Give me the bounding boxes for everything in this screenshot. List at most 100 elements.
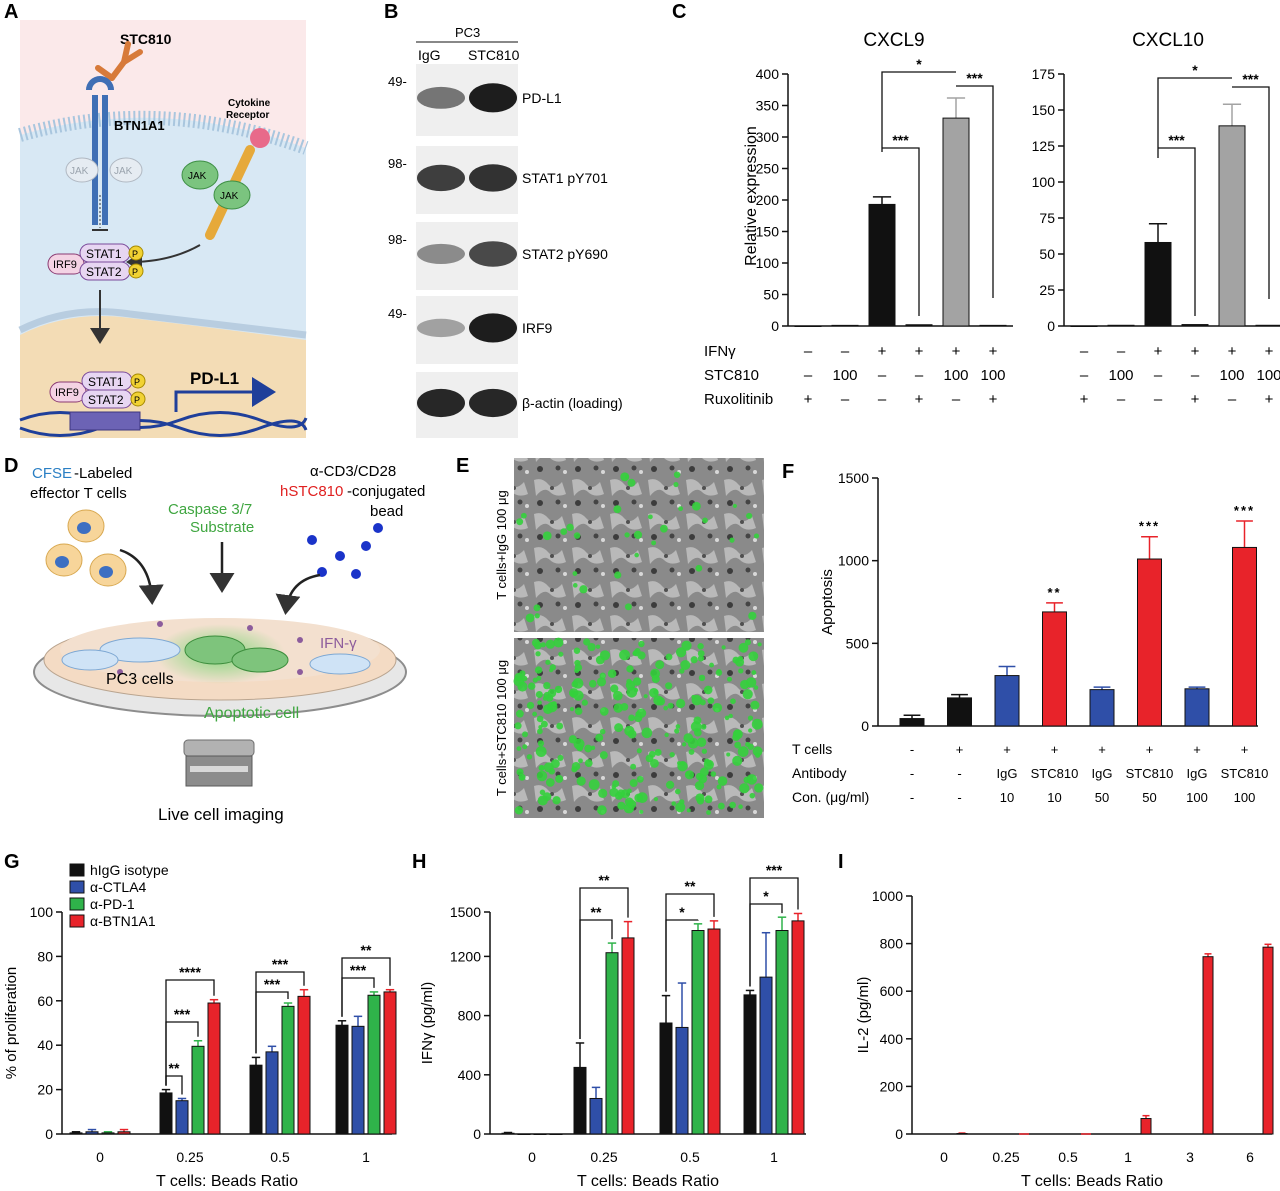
apoptotic-cell-signal	[636, 748, 642, 754]
x-tick-label: 1	[770, 1149, 778, 1165]
apoptotic-cell-signal	[698, 774, 708, 784]
nuclear-envelope	[18, 308, 307, 339]
arrow	[119, 548, 164, 605]
apoptotic-cell-signal	[595, 644, 601, 649]
x-tick-label: 0.5	[1058, 1149, 1078, 1165]
apoptotic-cell-signal	[612, 780, 620, 788]
bar	[775, 930, 789, 1135]
x-tick-label: 6	[1246, 1149, 1254, 1165]
x-axis-label: T cells: Beads Ratio	[577, 1173, 719, 1190]
stat-complex-nuclear: IRF9 STAT1 STAT2 P P	[49, 371, 146, 409]
apoptotic-cell-signal	[579, 585, 588, 594]
apoptotic-cell-signal	[638, 640, 645, 648]
y-tick-label: 400	[756, 66, 780, 82]
y-tick-label: 1000	[872, 888, 903, 904]
condition-value: IgG	[1187, 766, 1208, 781]
significance-label: ***	[966, 70, 983, 86]
cfse-label: CFSE	[32, 465, 72, 482]
condition-value: 100	[1186, 790, 1208, 805]
condition-value: 100	[1108, 367, 1133, 384]
stat2-label: STAT2	[86, 265, 122, 279]
condition-value: -	[957, 766, 961, 781]
y-tick-label: 1500	[838, 470, 869, 486]
significance-bracket	[579, 919, 613, 1039]
apoptotic-cell-signal	[569, 706, 575, 712]
apoptotic-cell-signal	[537, 795, 548, 806]
petri-dish-icon	[33, 618, 407, 717]
apoptotic-cell-signal	[746, 774, 758, 785]
y-tick-label: 150	[1032, 102, 1056, 118]
chart-proliferation: 0 20 40 60 80 100 % of proliferation 0 0.25 0.5 1 T…	[3, 862, 397, 1190]
apoptotic-cell-signal	[578, 758, 583, 764]
panel-label: C	[672, 1, 686, 23]
chart-ifng: 0 400 800 1200 1500 IFNγ (pg/ml) 0 0.25 0.5 1 T ce…	[419, 862, 806, 1190]
apoptotic-cell-signal	[520, 512, 527, 519]
bar	[533, 1133, 547, 1135]
y-tick-label: 500	[846, 635, 870, 651]
y-axis-label: % of proliferation	[3, 967, 20, 1080]
condition-value: 100	[980, 367, 1005, 384]
apoptotic-cell-signal	[721, 645, 726, 650]
apoptotic-cell-signal	[540, 720, 548, 728]
jak-icon	[213, 180, 251, 210]
apoptotic-cell-signal	[678, 506, 684, 512]
apoptotic-cell-signal	[641, 727, 653, 739]
antibody-icon	[95, 41, 143, 81]
ifng-label: IFN-γ	[320, 635, 357, 652]
y-axis-label: IFNγ (pg/ml)	[419, 982, 436, 1065]
bar	[675, 1026, 689, 1135]
receptor-label: BTN1A1	[114, 118, 165, 133]
condition-value: IgG	[1092, 766, 1113, 781]
jak-icon	[65, 157, 99, 183]
panel-label: B	[384, 1, 398, 23]
apoptotic-cell-signal	[702, 517, 708, 524]
apoptotic-cell-signal	[534, 613, 540, 619]
apoptotic-cell-signal	[597, 805, 607, 815]
apoptotic-cell-signal	[697, 650, 705, 657]
apoptotic-cell-signal	[675, 802, 686, 813]
condition-value: STC810	[1031, 766, 1079, 781]
apoptotic-cell-signal	[599, 728, 606, 735]
bar	[281, 1005, 295, 1135]
condition-value: +	[952, 343, 961, 360]
chart-title: CXCL9	[863, 30, 924, 51]
stat1-label: STAT1	[86, 247, 122, 261]
significance-label: ***	[1242, 71, 1259, 87]
apoptotic-cell-signal	[728, 713, 733, 719]
blot-band	[417, 243, 465, 265]
apoptotic-cell-signal	[691, 694, 696, 700]
apoptotic-cell-signal	[676, 698, 686, 709]
apoptotic-cell-signal	[614, 723, 624, 733]
apoptotic-cell-signal	[532, 711, 538, 717]
x-tick-label: 0	[528, 1149, 536, 1165]
y-tick-label: 60	[37, 993, 53, 1009]
apoptotic-cell-signal	[616, 789, 626, 798]
t-cell-icons	[45, 509, 127, 587]
apoptotic-cell-signal	[522, 731, 528, 738]
condition-table: T cells Antibody Con. (μg/ml) - + + + + + + + - - IgG…	[792, 741, 1268, 805]
condition-value: -	[957, 790, 961, 805]
apoptotic-cell-signal	[538, 724, 543, 730]
apoptotic-cell-signal	[536, 715, 544, 723]
apoptotic-cell-signal	[607, 669, 617, 678]
y-tick-label: 400	[880, 1031, 904, 1047]
bar	[1218, 125, 1246, 327]
apoptotic-cell-signal	[650, 668, 661, 679]
x-tick-label: 0.25	[176, 1149, 203, 1165]
apoptotic-cell-signal	[627, 729, 637, 739]
bar	[621, 937, 635, 1135]
apoptotic-cell-signal	[748, 728, 753, 733]
condition-value: +	[915, 343, 924, 360]
micrograph-label: T cells+STC810 100 μg	[494, 660, 509, 796]
chart-title: CXCL10	[1132, 30, 1204, 51]
apoptotic-cell-signal	[617, 801, 626, 810]
bar	[1262, 946, 1274, 1135]
condition-value: 100	[943, 367, 968, 384]
apoptotic-cell-signal	[665, 682, 673, 690]
cfse-rest-label: -Labeled	[74, 465, 132, 482]
apoptotic-cell-signal	[535, 690, 543, 699]
anti-cd3-label: α-CD3/CD28	[310, 463, 396, 480]
blot-label: PD-L1	[522, 90, 562, 106]
blot-label: β-actin (loading)	[522, 395, 623, 411]
